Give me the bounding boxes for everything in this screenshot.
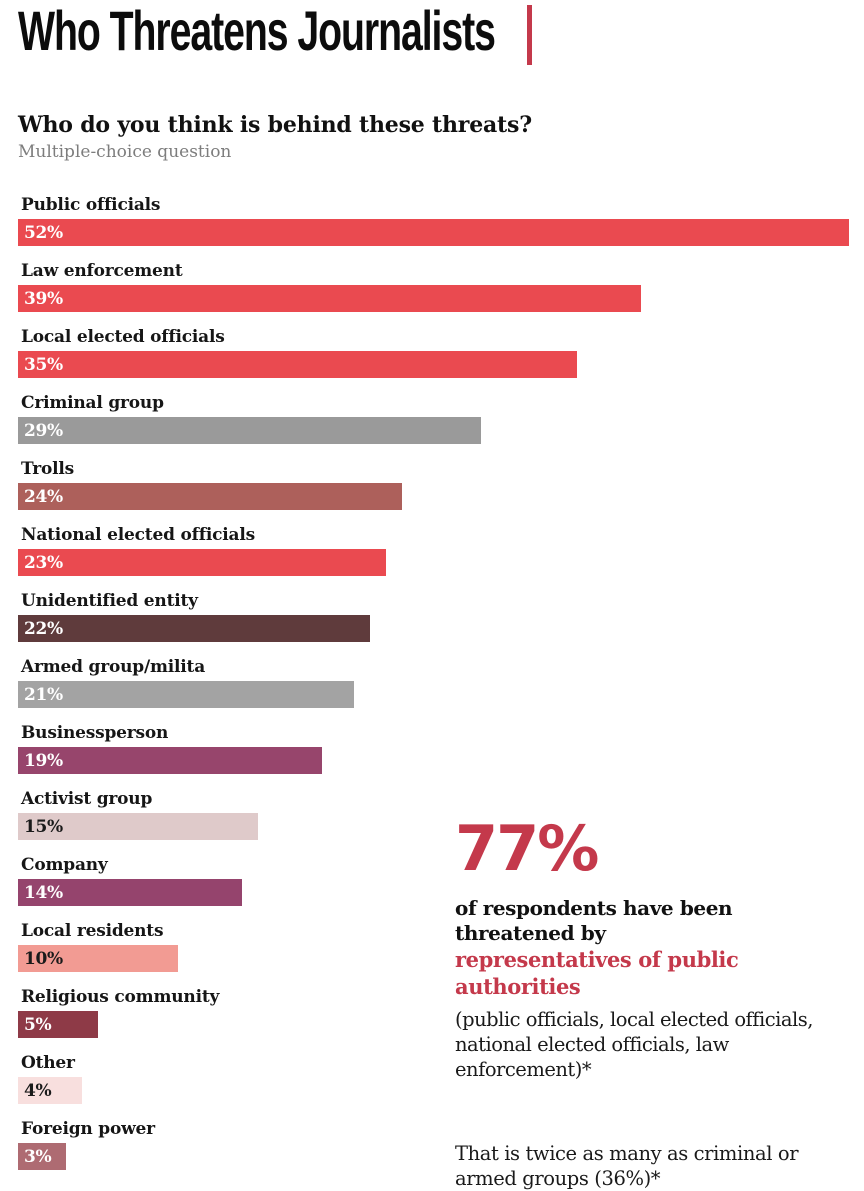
bar-label: Public officials (21, 195, 161, 215)
chart-question-note: Multiple-choice question (18, 142, 232, 162)
bar-value: 24% (24, 486, 63, 507)
bar-track: 15% (18, 813, 849, 840)
title-accent-bar (527, 5, 532, 65)
bar-track: 3% (18, 1143, 849, 1170)
callout-stat: 77% (455, 812, 599, 885)
bar-label: Local residents (21, 921, 164, 941)
bar-track: 35% (18, 351, 849, 378)
bar-track: 10% (18, 945, 849, 972)
bar-row: Public officials 52% (18, 194, 849, 246)
bar-value: 5% (24, 1014, 52, 1035)
bar-value: 39% (24, 288, 63, 309)
bar-track: 22% (18, 615, 849, 642)
bar: 5% (18, 1011, 98, 1038)
bar: 23% (18, 549, 386, 576)
bar: 52% (18, 219, 849, 246)
bar: 39% (18, 285, 642, 312)
bar: 21% (18, 681, 354, 708)
bar-label: Activist group (21, 789, 153, 809)
bar-track: 19% (18, 747, 849, 774)
bar-track: 29% (18, 417, 849, 444)
bar-label: Businessperson (21, 723, 169, 743)
chart-question: Who do you think is behind these threats… (18, 112, 532, 138)
bar-row: Other 4% (18, 1052, 849, 1104)
bar-row: Activist group 15% (18, 788, 849, 840)
bar: 14% (18, 879, 242, 906)
bar: 22% (18, 615, 370, 642)
bar-row: Company 14% (18, 854, 849, 906)
bar-label: Trolls (21, 459, 74, 479)
bar-value: 19% (24, 750, 63, 771)
bar-row: Armed group/milita 21% (18, 656, 849, 708)
page-title: Who Threatens Journalists (18, 0, 496, 62)
bar: 3% (18, 1143, 66, 1170)
bar-label: Law enforcement (21, 261, 183, 281)
bar-value: 4% (24, 1080, 52, 1101)
bar-row: Religious community 5% (18, 986, 849, 1038)
bar-track: 52% (18, 219, 849, 246)
bar-label: Local elected officials (21, 327, 225, 347)
bar-label: Religious community (21, 987, 220, 1007)
bar-track: 24% (18, 483, 849, 510)
bar-label: Other (21, 1053, 75, 1073)
bar: 29% (18, 417, 482, 444)
callout-note-text: That is twice as many as criminal or arm… (455, 1141, 799, 1190)
callout: 77% of respondents have been threatened … (455, 818, 857, 1191)
bar-chart: Public officials 52% Law enforcement 39%… (18, 194, 849, 1170)
bar-label: Armed group/milita (21, 657, 206, 677)
bar-value: 22% (24, 618, 63, 639)
bar-label: Criminal group (21, 393, 164, 413)
bar-value: 3% (24, 1146, 52, 1167)
callout-paren-text: (public officials, local elected officia… (455, 1007, 813, 1082)
callout-red-line: representatives of public authorities (455, 947, 739, 1000)
bar-track: 23% (18, 549, 849, 576)
bar-value: 10% (24, 948, 63, 969)
bar-track: 39% (18, 285, 849, 312)
bar: 10% (18, 945, 178, 972)
bar-value: 35% (24, 354, 63, 375)
bar-row: Criminal group 29% (18, 392, 849, 444)
bar-label: Company (21, 855, 108, 875)
bar-label: Unidentified entity (21, 591, 198, 611)
bar-track: 21% (18, 681, 849, 708)
bar-row: National elected officials 23% (18, 524, 849, 576)
bar-value: 23% (24, 552, 63, 573)
bar-value: 15% (24, 816, 63, 837)
bar-row: Foreign power 3% (18, 1118, 849, 1170)
bar: 24% (18, 483, 402, 510)
bar-row: Unidentified entity 22% (18, 590, 849, 642)
bar: 35% (18, 351, 578, 378)
bar: 15% (18, 813, 258, 840)
bar: 19% (18, 747, 322, 774)
bar-track: 14% (18, 879, 849, 906)
bar-label: Foreign power (21, 1119, 155, 1139)
bar-label: National elected officials (21, 525, 255, 545)
bar-value: 52% (24, 222, 63, 243)
bar-value: 14% (24, 882, 63, 903)
bar: 4% (18, 1077, 82, 1104)
bar-row: Local residents 10% (18, 920, 849, 972)
callout-bold-line: of respondents have been threatened by (455, 896, 733, 945)
bar-row: Trolls 24% (18, 458, 849, 510)
bar-row: Law enforcement 39% (18, 260, 849, 312)
bar-row: Local elected officials 35% (18, 326, 849, 378)
bar-track: 5% (18, 1011, 849, 1038)
bar-value: 29% (24, 420, 63, 441)
bar-row: Businessperson 19% (18, 722, 849, 774)
bar-value: 21% (24, 684, 63, 705)
header: Who Threatens Journalists (0, 0, 864, 100)
bar-track: 4% (18, 1077, 849, 1104)
